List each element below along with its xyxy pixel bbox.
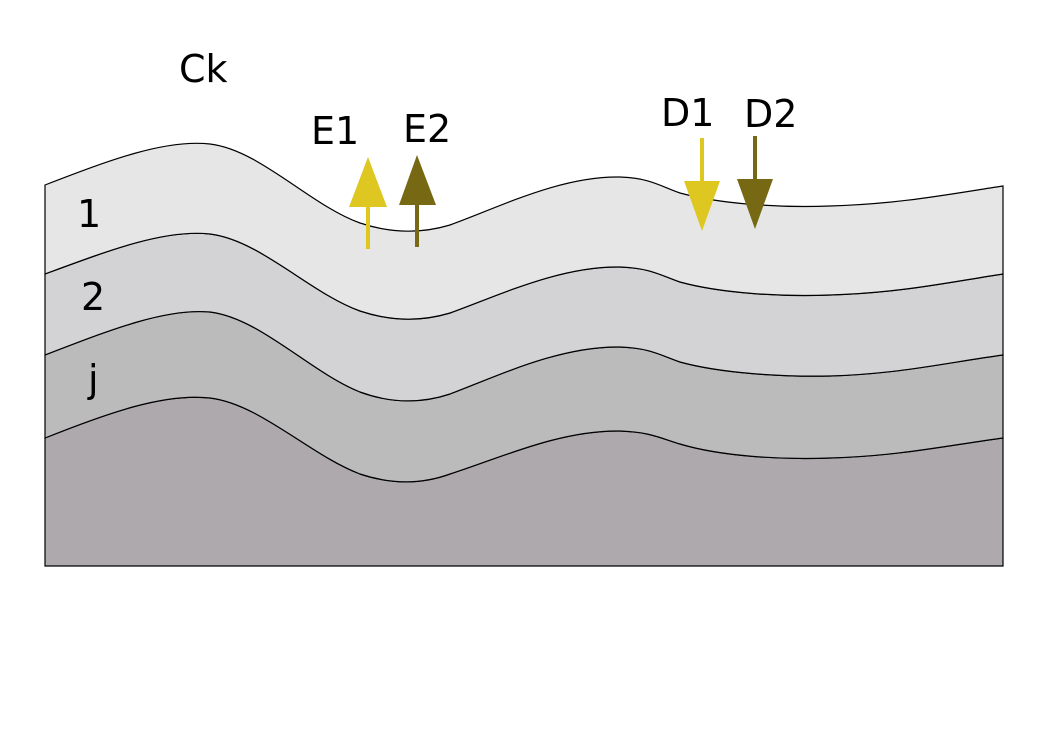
e1-upward-arrow-icon <box>349 157 387 249</box>
d1-downward-arrow-icon <box>684 138 720 231</box>
layer-1-label: 1 <box>77 192 101 236</box>
top-medium-label: Ck <box>179 47 228 91</box>
e2-label: E2 <box>403 107 451 151</box>
layer-j-label: j <box>87 357 99 401</box>
e2-upward-arrow-icon <box>399 155 436 247</box>
e1-label: E1 <box>311 109 359 153</box>
d2-label: D2 <box>744 92 797 136</box>
d1-label: D1 <box>661 91 714 135</box>
d2-downward-arrow-icon <box>737 136 773 229</box>
layer-2-label: 2 <box>81 275 105 319</box>
layer-1 <box>44 142 1004 320</box>
